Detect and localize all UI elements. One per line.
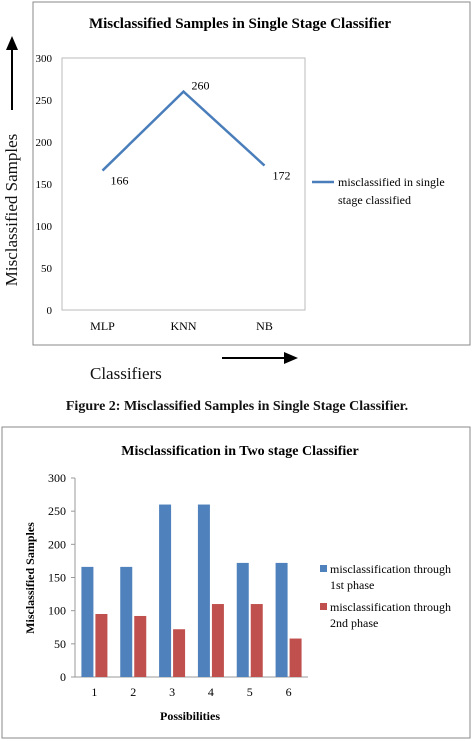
legend-label: misclassified in single stage classified [338, 175, 448, 207]
bar [81, 566, 94, 677]
x-tick-labels-2: 1 2 3 4 5 6 [91, 685, 291, 699]
y-tick-label: 150 [36, 179, 53, 191]
up-arrow-icon [6, 36, 18, 50]
outer-y-axis-label: Misclassified Samples [2, 133, 21, 287]
bar [173, 629, 186, 677]
bar [236, 562, 249, 677]
bar [134, 615, 147, 677]
legend-swatch [320, 603, 327, 610]
data-label: 166 [111, 174, 129, 188]
y-tick-label: 0 [60, 670, 66, 684]
legend-2: misclassification through 1st phase miscla… [320, 562, 451, 630]
x-tick-label: 3 [169, 685, 175, 699]
y-tick-label: 300 [36, 53, 53, 65]
legend-swatch [320, 565, 327, 572]
bars [81, 504, 302, 677]
x-tick-label: 4 [208, 685, 214, 699]
y-tick-label: 250 [48, 504, 66, 518]
y-tick-label: 250 [36, 95, 53, 107]
figure-caption: Figure 2: Misclassified Samples in Singl… [65, 399, 409, 414]
chart-frame-2 [1, 426, 471, 739]
legend-label: misclassification through 1st phase [330, 562, 451, 592]
y-axis-label-2: Misclassified Samples [23, 522, 37, 634]
x-tick-label: NB [256, 319, 273, 333]
single-stage-chart: Misclassified Samples in Single Stage Cl… [6, 1, 471, 364]
data-label: 172 [273, 169, 291, 183]
bar [250, 604, 263, 677]
bar [120, 566, 133, 677]
y-tick-label: 50 [54, 637, 66, 651]
x-tick-label: 5 [247, 685, 253, 699]
data-labels: 166 260 172 [111, 79, 291, 188]
chart-title: Misclassified Samples in Single Stage Cl… [89, 16, 391, 32]
chart-title-2: Misclassification in Two stage Classifie… [121, 444, 358, 459]
bar [211, 604, 224, 677]
data-label: 260 [192, 79, 210, 93]
y-tick-label: 100 [36, 221, 53, 233]
y-tick-label: 0 [47, 305, 53, 317]
y-tick-label: 300 [48, 471, 66, 485]
y-tick-label: 50 [41, 263, 53, 275]
y-tick-labels-2: 0 50 100 150 200 250 300 [48, 471, 75, 684]
x-axis-label-2: Possibilities [160, 709, 220, 723]
x-tick-label: 6 [286, 685, 292, 699]
series-line [101, 89, 266, 172]
x-tick-label: 2 [130, 685, 136, 699]
x-tick-labels: MLP KNN NB [90, 319, 273, 333]
bar [95, 613, 108, 677]
plot-area [61, 57, 306, 311]
y-tick-label: 200 [36, 137, 53, 149]
x-tick-label: 1 [91, 685, 97, 699]
right-arrow-icon [284, 352, 298, 364]
bar [159, 504, 172, 677]
bar [289, 638, 302, 677]
y-tick-labels: 0 50 100 150 200 250 300 [36, 53, 53, 317]
x-tick-label: KNN [171, 319, 197, 333]
y-tick-label: 200 [48, 537, 66, 551]
x-tick-label: MLP [90, 319, 115, 333]
outer-x-axis-label: Classifiers [90, 364, 162, 383]
y-tick-label: 100 [48, 604, 66, 618]
y-tick-label: 150 [48, 571, 66, 585]
bar [197, 504, 210, 677]
bar [275, 562, 288, 677]
legend-label: misclassification through 2nd phase [330, 600, 451, 630]
